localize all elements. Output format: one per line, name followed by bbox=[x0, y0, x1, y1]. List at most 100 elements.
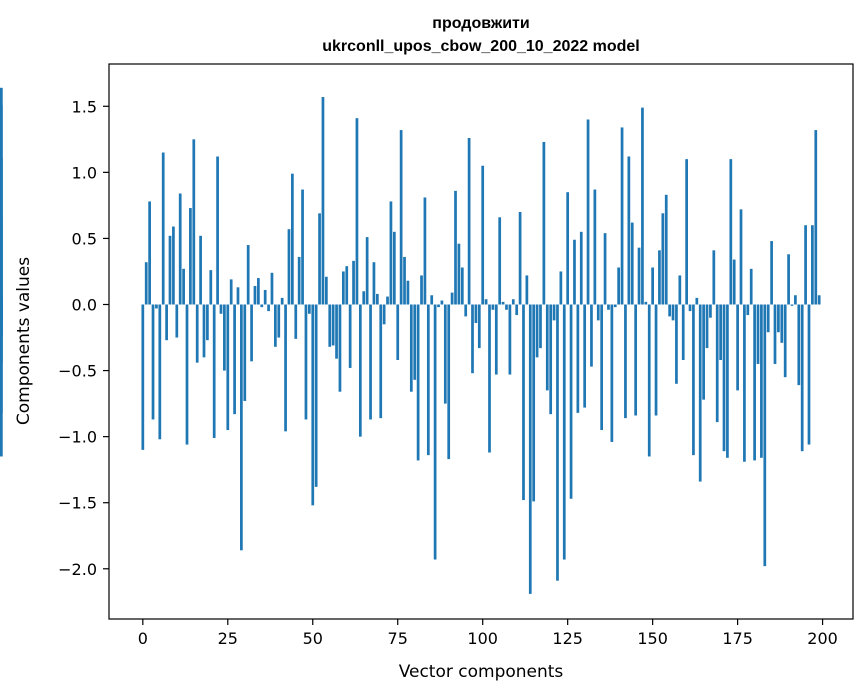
bar-63 bbox=[355, 118, 359, 305]
bar-91 bbox=[450, 292, 454, 305]
bar-178 bbox=[746, 304, 750, 316]
bar-190 bbox=[787, 254, 790, 305]
x-tick-label: 75 bbox=[388, 629, 408, 648]
bar-135 bbox=[600, 304, 604, 431]
bar-112 bbox=[522, 304, 525, 501]
bar-56 bbox=[331, 304, 335, 346]
bar-188 bbox=[780, 304, 784, 343]
bar-27 bbox=[233, 304, 236, 415]
bar-145 bbox=[634, 304, 638, 416]
bar-31 bbox=[246, 245, 250, 305]
bar-15 bbox=[192, 139, 196, 305]
bar-103 bbox=[491, 304, 495, 310]
bar-69 bbox=[375, 293, 379, 305]
bar-193 bbox=[797, 304, 801, 386]
bar-121 bbox=[552, 304, 556, 321]
bar-155 bbox=[668, 304, 671, 317]
y-tick-label: −0.5 bbox=[58, 362, 97, 381]
bar-189 bbox=[783, 304, 787, 378]
bar-166 bbox=[705, 304, 709, 349]
bar-54 bbox=[324, 276, 328, 305]
bar-6 bbox=[161, 152, 165, 305]
bar-32 bbox=[250, 304, 253, 362]
x-tick-label: 25 bbox=[218, 629, 238, 648]
bar-187 bbox=[777, 304, 780, 333]
bar-134 bbox=[596, 304, 600, 321]
y-tick-label: −1.5 bbox=[58, 494, 97, 513]
bar-125 bbox=[566, 192, 570, 305]
bar-150 bbox=[651, 267, 654, 305]
bar-5 bbox=[158, 304, 162, 440]
bar-123 bbox=[559, 271, 563, 305]
bar-117 bbox=[539, 304, 542, 349]
bar-153 bbox=[661, 213, 665, 305]
bar-74 bbox=[392, 231, 396, 305]
bar-61 bbox=[348, 304, 352, 368]
bar-36 bbox=[263, 289, 267, 305]
bar-105 bbox=[498, 217, 502, 305]
bar-184 bbox=[766, 304, 770, 333]
bar-195 bbox=[804, 225, 807, 305]
bar-144 bbox=[630, 222, 634, 305]
bar-58 bbox=[338, 304, 342, 392]
bar-66 bbox=[365, 237, 369, 305]
bar-7 bbox=[165, 304, 168, 341]
bar-119 bbox=[545, 304, 549, 391]
y-tick-label: 1.0 bbox=[72, 163, 97, 182]
bar-126 bbox=[569, 304, 573, 499]
bar-130 bbox=[583, 304, 587, 408]
bar-152 bbox=[658, 250, 661, 305]
bar-80 bbox=[413, 304, 417, 380]
bar-181 bbox=[756, 304, 760, 364]
bar-11 bbox=[178, 193, 182, 305]
x-tick-label: 150 bbox=[637, 629, 668, 648]
bar-146 bbox=[637, 247, 641, 305]
bar-34 bbox=[257, 278, 260, 305]
bar-118 bbox=[542, 141, 546, 305]
bar-38 bbox=[270, 272, 274, 305]
bar-33 bbox=[253, 286, 257, 305]
bar-160 bbox=[685, 159, 688, 305]
bar-45 bbox=[294, 304, 298, 339]
bar-122 bbox=[556, 304, 559, 581]
bar-173 bbox=[729, 159, 733, 305]
bar-46 bbox=[297, 256, 301, 305]
x-tick-label: 50 bbox=[303, 629, 323, 648]
bar-140 bbox=[617, 267, 621, 305]
bar-51 bbox=[314, 304, 318, 487]
bar-21 bbox=[212, 304, 216, 438]
bar-92 bbox=[454, 190, 457, 305]
bar-116 bbox=[535, 304, 539, 358]
bar-120 bbox=[549, 304, 553, 415]
bar-196 bbox=[807, 304, 811, 445]
bar-48 bbox=[304, 304, 308, 420]
bar-72 bbox=[386, 296, 389, 305]
bar-95 bbox=[464, 304, 468, 317]
bar-23 bbox=[219, 304, 223, 314]
bar-143 bbox=[627, 156, 631, 305]
bar-133 bbox=[593, 189, 597, 305]
bar-124 bbox=[562, 304, 566, 560]
bar-59 bbox=[341, 271, 345, 305]
bar-170 bbox=[719, 304, 722, 360]
bar-104 bbox=[494, 304, 498, 375]
bar-148 bbox=[644, 301, 648, 305]
bar-180 bbox=[753, 304, 756, 461]
bar-169 bbox=[715, 304, 719, 423]
bar-88 bbox=[440, 300, 444, 305]
bar-22 bbox=[216, 156, 219, 305]
bar-132 bbox=[590, 304, 593, 367]
bar-47 bbox=[301, 189, 304, 305]
bar-174 bbox=[732, 259, 736, 305]
bar-3 bbox=[151, 304, 155, 420]
bar-99 bbox=[477, 304, 481, 349]
bar-191 bbox=[790, 304, 794, 306]
bar-40 bbox=[277, 304, 281, 338]
bar-20 bbox=[209, 270, 213, 305]
bar-108 bbox=[508, 304, 512, 375]
bar-185 bbox=[770, 241, 773, 305]
bar-2 bbox=[148, 201, 151, 305]
bar-114 bbox=[528, 304, 532, 594]
chart-title: продовжити bbox=[432, 15, 529, 32]
y-tick-label: −2.0 bbox=[58, 560, 97, 579]
